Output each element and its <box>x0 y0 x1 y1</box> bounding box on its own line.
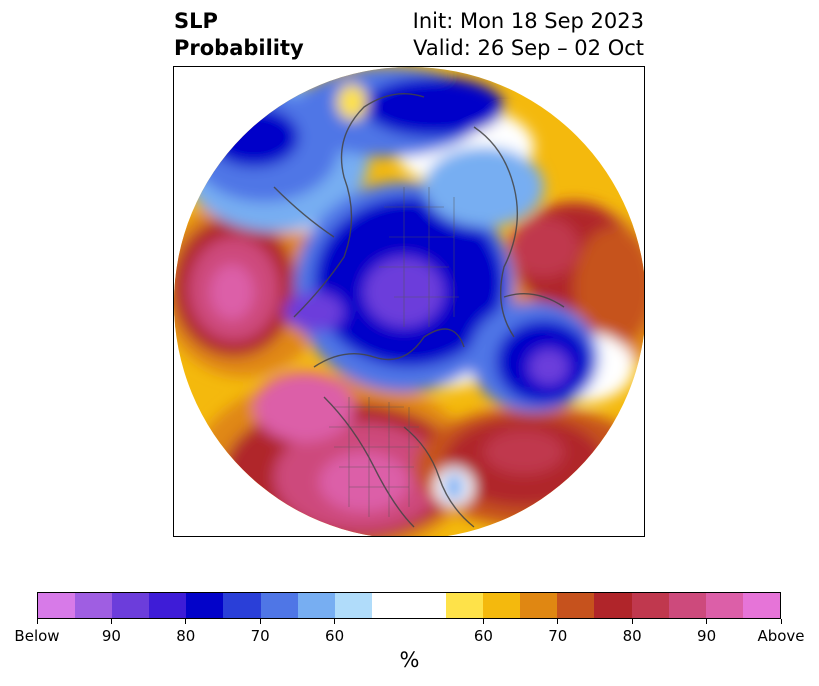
colorbar-tick <box>259 619 261 624</box>
colorbar-tick-label: 90 <box>101 627 121 645</box>
colorbar-tick-label: 70 <box>250 627 270 645</box>
colorbar-segment <box>446 593 484 618</box>
title-type: Probability <box>174 36 304 60</box>
colorbar-segment <box>297 593 335 618</box>
colorbar-segment <box>594 593 632 618</box>
colorbar-tick-label: 60 <box>473 627 493 645</box>
colorbar-segment <box>631 593 669 618</box>
colorbar-segment <box>260 593 298 618</box>
colorbar-tick <box>706 619 708 624</box>
colorbar-tick-label: 90 <box>697 627 717 645</box>
colorbar-segment <box>742 593 780 618</box>
colorbar-segment <box>334 593 372 618</box>
coastline-outlines <box>273 92 565 528</box>
colorbar-tick <box>36 619 38 624</box>
colorbar-segment <box>371 593 409 618</box>
colorbar-segment <box>520 593 558 618</box>
colorbar-tick-label: 60 <box>325 627 345 645</box>
colorbar-segment <box>38 593 76 618</box>
colorbar-segment <box>75 593 113 618</box>
colorbar-tick <box>185 619 187 624</box>
border-grid <box>329 187 459 517</box>
colorbar-tick <box>631 619 633 624</box>
colorbar-tick <box>780 619 782 624</box>
probability-map <box>174 67 644 536</box>
colorbar-segment <box>668 593 706 618</box>
colorbar-unit: % <box>399 648 420 672</box>
colorbar-tick <box>557 619 559 624</box>
colorbar-tick-label: 80 <box>176 627 196 645</box>
colorbar-segment <box>112 593 150 618</box>
colorbar-segment <box>149 593 187 618</box>
init-date: Init: Mon 18 Sep 2023 <box>412 9 644 33</box>
map-frame <box>173 66 645 537</box>
colorbar-segment <box>557 593 595 618</box>
colorbar-segment <box>186 593 224 618</box>
colorbar-segment <box>705 593 743 618</box>
title-left: SLP Probability <box>174 8 304 62</box>
colorbar-segment <box>408 593 447 618</box>
colorbar-ticks: Below 90 80 70 60 60 70 80 90 Above <box>14 619 805 649</box>
colorbar-tick-label: 80 <box>622 627 642 645</box>
colorbar-tick <box>334 619 336 624</box>
colorbar-segment <box>483 593 521 618</box>
colorbar-tick <box>110 619 112 624</box>
colorbar <box>37 592 781 619</box>
colorbar-tick-label: 70 <box>548 627 568 645</box>
colorbar-segment <box>223 593 261 618</box>
title-right: Init: Mon 18 Sep 2023 Valid: 26 Sep – 02… <box>413 8 644 62</box>
title-variable: SLP <box>174 9 218 33</box>
valid-range: Valid: 26 Sep – 02 Oct <box>413 36 644 60</box>
colorbar-tick <box>482 619 484 624</box>
colorbar-tick-label: Above <box>757 627 805 645</box>
colorbar-tick-label: Below <box>14 627 60 645</box>
